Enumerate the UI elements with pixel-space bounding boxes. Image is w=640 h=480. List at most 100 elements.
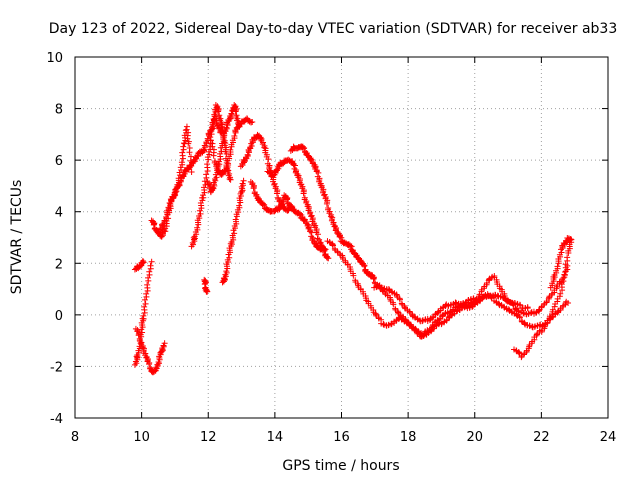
series-S	[547, 235, 575, 291]
data-point	[558, 281, 565, 288]
x-tick-label: 24	[600, 430, 617, 445]
data-point	[179, 149, 186, 156]
data-point	[161, 227, 168, 234]
data-point	[197, 199, 204, 206]
data-point	[196, 207, 203, 214]
data-point	[183, 126, 190, 133]
y-tick-label: 10	[46, 51, 63, 66]
data-point	[330, 242, 337, 249]
data-point	[567, 237, 574, 244]
data-point	[240, 177, 247, 184]
data-point	[190, 234, 197, 241]
grid-lines	[75, 57, 608, 418]
y-axis-label: SDTVAR / TECUs	[9, 180, 25, 295]
data-point	[260, 202, 267, 209]
x-tick-label: 22	[533, 430, 550, 445]
data-point	[142, 300, 149, 307]
data-point	[212, 101, 219, 108]
data-point	[236, 202, 243, 209]
data-point	[216, 158, 223, 165]
data-point	[210, 152, 217, 159]
x-tick-label: 10	[133, 430, 150, 445]
data-point	[146, 268, 153, 275]
data-point	[133, 353, 140, 360]
data-point	[203, 171, 210, 178]
data-point	[197, 210, 204, 217]
data-point	[218, 148, 225, 155]
data-point	[568, 236, 575, 243]
data-point	[223, 268, 230, 275]
chart-title: Day 123 of 2022, Sidereal Day-to-day VTE…	[49, 21, 618, 37]
data-point	[250, 185, 257, 192]
data-point	[564, 254, 571, 261]
data-point	[232, 108, 239, 115]
data-point	[214, 104, 221, 111]
data-point	[176, 169, 183, 176]
data-point	[248, 119, 255, 126]
data-point	[147, 262, 154, 269]
data-point	[324, 255, 331, 262]
data-point	[161, 340, 168, 347]
data-point	[239, 180, 246, 187]
data-point	[146, 361, 153, 368]
data-point	[249, 118, 256, 125]
data-point	[370, 275, 377, 282]
data-point	[154, 361, 161, 368]
data-point	[215, 108, 222, 115]
data-point	[350, 272, 357, 279]
data-point	[140, 259, 147, 266]
data-point	[323, 200, 330, 207]
data-point	[152, 366, 159, 373]
data-point	[163, 214, 170, 221]
series-E	[156, 123, 195, 234]
series-R	[511, 236, 575, 361]
y-tick-label: -4	[50, 412, 63, 427]
data-point	[145, 274, 152, 281]
data-point	[150, 221, 157, 228]
y-tick-label: 6	[55, 154, 63, 169]
data-point	[207, 134, 214, 141]
x-axis-label: GPS time / hours	[282, 458, 399, 474]
data-point	[565, 299, 572, 306]
data-point	[177, 164, 184, 171]
data-point	[194, 224, 201, 231]
x-tick-label: 20	[466, 430, 483, 445]
series-J	[207, 115, 256, 178]
data-point	[516, 314, 523, 321]
data-point	[227, 176, 234, 183]
data-point	[184, 135, 191, 142]
series-H	[204, 101, 242, 196]
series-L	[247, 178, 332, 262]
data-point	[178, 159, 185, 166]
data-point	[322, 246, 329, 253]
data-point	[361, 263, 368, 270]
data-point	[226, 254, 233, 261]
data-point	[185, 140, 192, 147]
data-point	[187, 162, 194, 169]
data-point	[139, 257, 146, 264]
data-point	[397, 296, 404, 303]
data-point	[175, 175, 182, 182]
data-point	[209, 143, 216, 150]
data-point	[561, 271, 568, 278]
data-point	[186, 149, 193, 156]
data-point	[232, 216, 239, 223]
series-G	[201, 276, 211, 295]
series-I	[219, 177, 247, 286]
x-tick-label: 8	[71, 430, 79, 445]
data-point	[205, 148, 212, 155]
x-tick-label: 16	[333, 430, 350, 445]
series-O	[324, 238, 572, 340]
data-point	[216, 150, 223, 157]
data-point	[231, 230, 238, 237]
data-point	[141, 296, 148, 303]
data-point	[148, 258, 155, 265]
data-point	[204, 178, 211, 185]
data-point	[158, 348, 165, 355]
data-point	[557, 290, 564, 297]
data-point	[231, 133, 238, 140]
series-A	[131, 257, 147, 273]
data-point	[524, 304, 531, 311]
